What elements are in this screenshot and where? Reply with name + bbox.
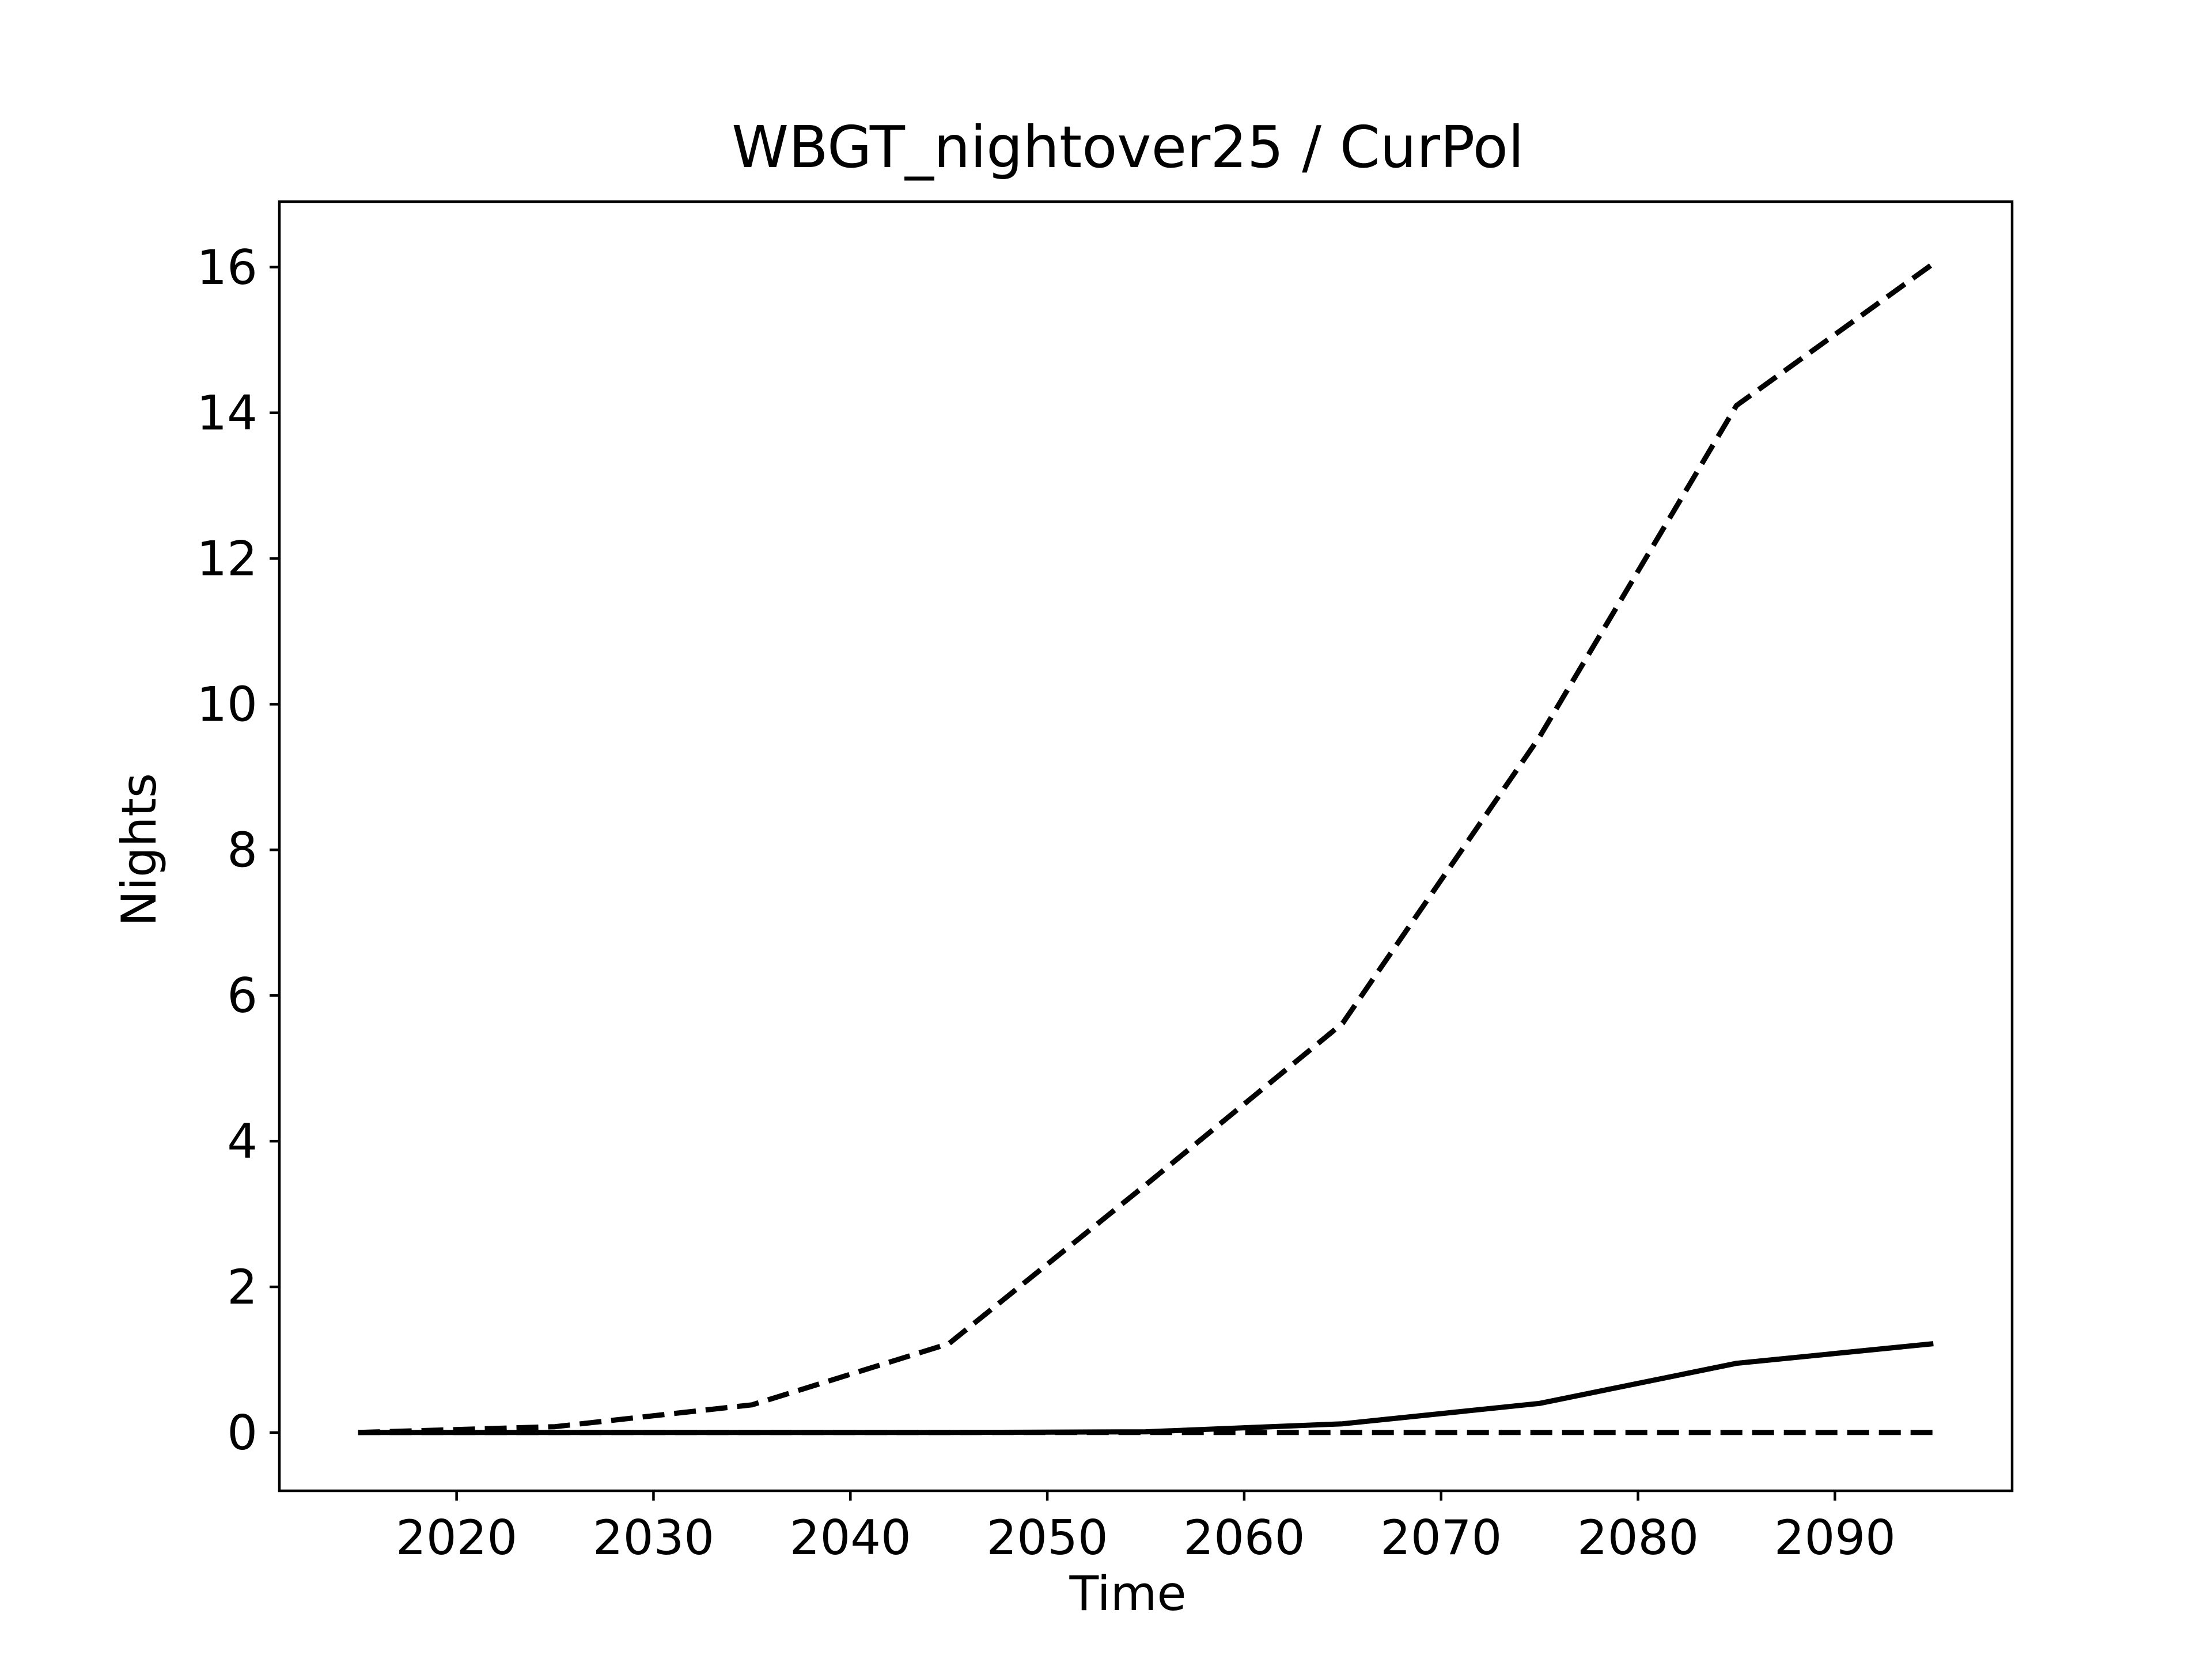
y-tick-label: 12 [196,531,257,587]
x-tick-label: 2060 [1183,1510,1305,1566]
x-tick-label: 2070 [1380,1510,1502,1566]
y-axis: 0 2 4 6 8 10 12 14 16 [196,240,279,1461]
x-tick-label: 2020 [396,1510,517,1566]
y-tick-label: 2 [227,1259,257,1315]
series-line-1 [358,261,1935,1435]
y-tick-label: 14 [196,385,257,441]
y-tick-label: 16 [196,240,257,296]
x-axis-label: Time [1069,1566,1186,1622]
x-tick-label: 2050 [986,1510,1108,1566]
chart-title: WBGT_nightover25 / CurPol [732,113,1524,181]
x-tick-label: 2080 [1577,1510,1699,1566]
x-tick-label: 2030 [593,1510,714,1566]
y-tick-label: 0 [227,1405,257,1461]
y-axis-label: Nights [111,773,167,926]
y-tick-label: 6 [227,968,257,1024]
y-tick-label: 10 [196,676,257,732]
series-layer [358,261,1935,1435]
y-tick-label: 4 [227,1113,257,1169]
x-tick-label: 2090 [1774,1510,1896,1566]
plot-frame [278,200,2014,1493]
y-tick-label: 8 [227,822,257,878]
x-axis: 2020 2030 2040 2050 2060 2070 2080 2090 [396,1491,1896,1566]
x-tick-label: 2040 [790,1510,911,1566]
